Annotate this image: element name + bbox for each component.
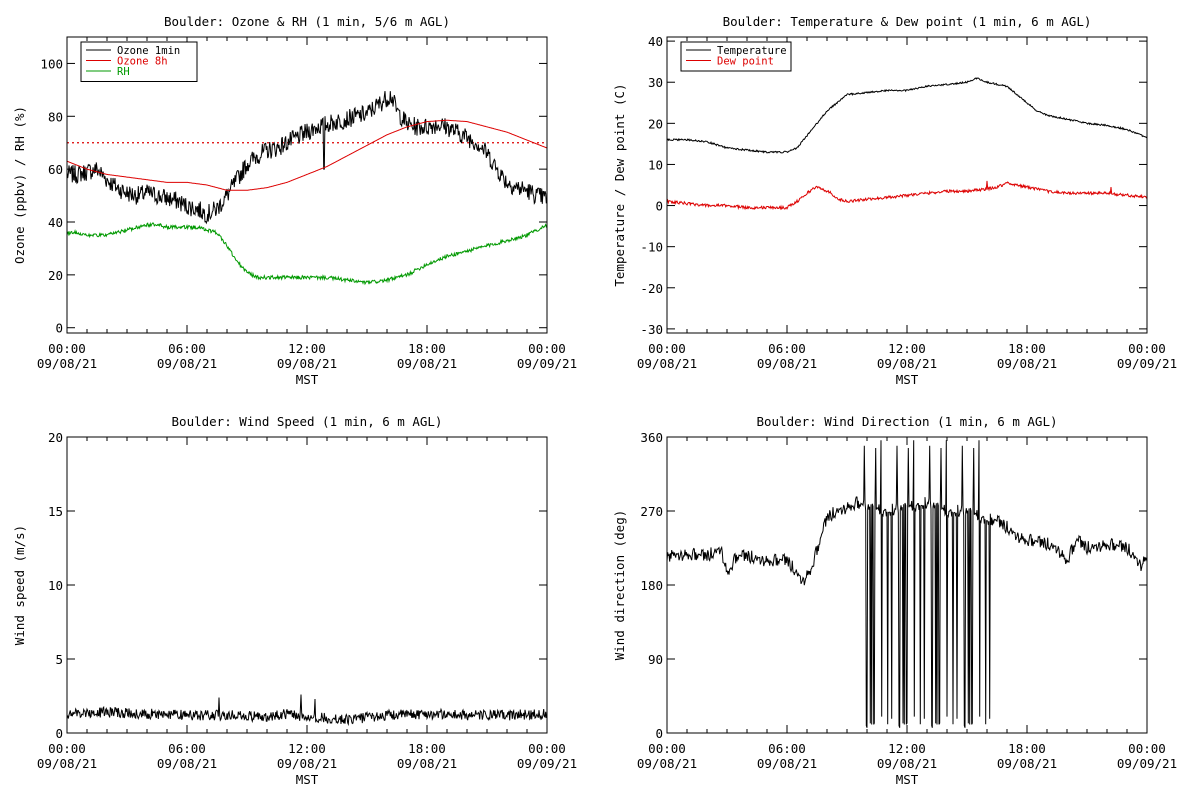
x-tick-label-date: 09/08/21 (157, 356, 217, 371)
y-axis-label: Ozone (ppbv) / RH (%) (12, 106, 27, 264)
chart-panel: Boulder: Ozone & RH (1 min, 5/6 m AGL) 0 2… (12, 14, 577, 387)
x-tick-label-time: 00:00 (528, 341, 566, 356)
x-tick-label-time: 00:00 (48, 341, 86, 356)
x-tick-label-date: 09/08/21 (397, 756, 457, 771)
y-tick-label: 90 (648, 652, 663, 667)
legend-label: Dew point (717, 56, 774, 68)
y-tick-label: 5 (55, 652, 63, 667)
x-tick-label-date: 09/09/21 (1117, 756, 1177, 771)
y-tick-label: 0 (655, 726, 663, 741)
x-tick-label-date: 09/08/21 (757, 756, 817, 771)
y-tick-label: -20 (640, 281, 663, 296)
x-tick-label-time: 00:00 (648, 341, 686, 356)
series-line-rh (67, 221, 547, 286)
x-tick-label-date: 09/08/21 (157, 756, 217, 771)
x-tick-label-time: 18:00 (408, 341, 446, 356)
x-tick-label-date: 09/09/21 (517, 356, 577, 371)
x-tick-label-date: 09/08/21 (757, 356, 817, 371)
y-tick-label: 20 (48, 268, 63, 283)
chart-panel: Boulder: Temperature & Dew point (1 min,… (612, 14, 1177, 387)
x-tick-label-date: 09/08/21 (877, 356, 937, 371)
chart-title: Boulder: Ozone & RH (1 min, 5/6 m AGL) (164, 14, 450, 29)
plot-frame (666, 36, 1148, 334)
x-tick-label-date: 09/08/21 (277, 356, 337, 371)
y-tick-label: 360 (640, 430, 663, 445)
y-tick-label: 20 (48, 430, 63, 445)
chart-title: Boulder: Wind Direction (1 min, 6 m AGL) (756, 414, 1057, 429)
y-tick-label: 270 (640, 504, 663, 519)
legend-label: Ozone 8h (117, 56, 168, 68)
y-tick-label: 10 (48, 578, 63, 593)
legend-box (680, 41, 792, 72)
legend-label: RH (117, 66, 130, 78)
x-tick-label-time: 06:00 (768, 341, 806, 356)
y-tick-label: 20 (648, 116, 663, 131)
x-tick-label-time: 12:00 (288, 341, 326, 356)
x-tick-label-date: 09/09/21 (1117, 356, 1177, 371)
y-tick-label: 0 (55, 321, 63, 336)
x-tick-label-time: 18:00 (408, 741, 446, 756)
y-axis-label: Wind direction (deg) (612, 510, 627, 661)
legend-label: Temperature (717, 45, 787, 57)
x-tick-label-time: 00:00 (648, 741, 686, 756)
y-tick-label: 0 (55, 726, 63, 741)
y-tick-label: 0 (655, 199, 663, 214)
y-axis-label: Temperature / Dew point (C) (612, 83, 627, 286)
x-axis-label: MST (296, 772, 319, 787)
x-tick-label-time: 12:00 (888, 741, 926, 756)
series-line-ozone-8h (67, 119, 547, 191)
y-tick-label: -30 (640, 322, 663, 337)
x-tick-label-date: 09/09/21 (517, 756, 577, 771)
y-tick-label: -10 (640, 240, 663, 255)
x-tick-label-time: 06:00 (768, 741, 806, 756)
legend-label: Ozone 1min (117, 45, 180, 57)
y-tick-label: 10 (648, 157, 663, 172)
chart-title: Boulder: Temperature & Dew point (1 min,… (723, 14, 1092, 29)
plot-frame (66, 436, 548, 734)
series-line-wind-direction (667, 440, 1147, 728)
chart-panel: Boulder: Wind Speed (1 min, 6 m AGL) 0 5 10… (12, 414, 577, 787)
x-tick-label-time: 18:00 (1008, 341, 1046, 356)
x-tick-label-time: 06:00 (168, 741, 206, 756)
x-tick-label-date: 09/08/21 (637, 756, 697, 771)
x-tick-label-time: 00:00 (1128, 341, 1166, 356)
y-tick-label: 15 (48, 504, 63, 519)
x-tick-label-date: 09/08/21 (997, 356, 1057, 371)
y-tick-label: 40 (48, 215, 63, 230)
y-tick-label: 60 (48, 162, 63, 177)
x-axis-label: MST (896, 372, 919, 387)
legend-box (80, 41, 198, 82)
y-tick-label: 40 (648, 34, 663, 49)
chart-panel: Boulder: Wind Direction (1 min, 6 m AGL)… (612, 414, 1177, 787)
y-tick-label: 30 (648, 75, 663, 90)
x-tick-label-date: 09/08/21 (997, 756, 1057, 771)
x-tick-label-time: 12:00 (888, 341, 926, 356)
y-axis-label: Wind speed (m/s) (12, 525, 27, 645)
series-line-temperature (667, 77, 1147, 154)
series-line-ozone-1min (67, 91, 547, 225)
x-axis-label: MST (296, 372, 319, 387)
series-line-dew-point (667, 180, 1147, 211)
x-tick-label-time: 12:00 (288, 741, 326, 756)
x-tick-label-time: 00:00 (1128, 741, 1166, 756)
x-tick-label-date: 09/08/21 (37, 756, 97, 771)
x-tick-label-date: 09/08/21 (877, 756, 937, 771)
chart-title: Boulder: Wind Speed (1 min, 6 m AGL) (172, 414, 443, 429)
x-tick-label-date: 09/08/21 (277, 756, 337, 771)
x-tick-label-time: 00:00 (528, 741, 566, 756)
y-tick-label: 180 (640, 578, 663, 593)
x-tick-label-time: 18:00 (1008, 741, 1046, 756)
x-tick-label-date: 09/08/21 (37, 356, 97, 371)
y-tick-label: 80 (48, 109, 63, 124)
y-tick-label: 100 (40, 56, 63, 71)
x-tick-label-time: 06:00 (168, 341, 206, 356)
x-axis-label: MST (896, 772, 919, 787)
x-tick-label-date: 09/08/21 (637, 356, 697, 371)
x-tick-label-date: 09/08/21 (397, 356, 457, 371)
series-line-wind-speed (67, 694, 547, 727)
x-tick-label-time: 00:00 (48, 741, 86, 756)
